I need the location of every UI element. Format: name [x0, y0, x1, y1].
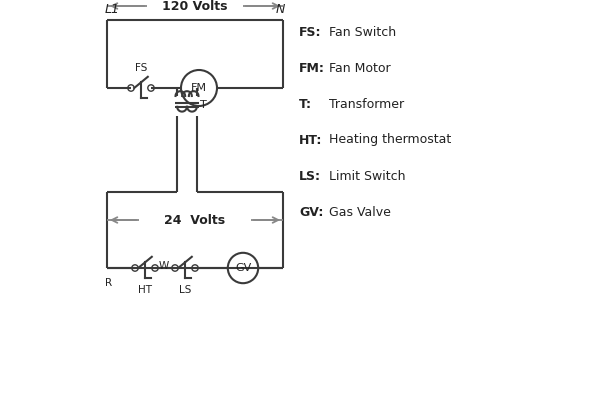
Text: T:: T:	[299, 98, 312, 110]
Text: HT:: HT:	[299, 134, 322, 146]
Text: Transformer: Transformer	[329, 98, 404, 110]
Text: Fan Switch: Fan Switch	[329, 26, 396, 38]
Text: 120 Volts: 120 Volts	[162, 0, 228, 12]
Text: T: T	[200, 100, 207, 110]
Text: FM: FM	[191, 83, 207, 93]
Text: Heating thermostat: Heating thermostat	[329, 134, 451, 146]
Text: FS:: FS:	[299, 26, 322, 38]
Text: L1: L1	[105, 3, 120, 16]
Text: R: R	[104, 278, 112, 288]
Text: GV:: GV:	[299, 206, 323, 218]
Text: GV: GV	[235, 263, 251, 273]
Text: Limit Switch: Limit Switch	[329, 170, 405, 182]
Text: LS:: LS:	[299, 170, 321, 182]
Text: LS: LS	[179, 285, 191, 295]
Text: N: N	[276, 3, 285, 16]
Text: Gas Valve: Gas Valve	[329, 206, 391, 218]
Text: W: W	[158, 261, 169, 271]
Text: 24  Volts: 24 Volts	[165, 214, 225, 226]
Text: Fan Motor: Fan Motor	[329, 62, 391, 74]
Text: FM:: FM:	[299, 62, 325, 74]
Text: FS: FS	[135, 63, 147, 73]
Text: HT: HT	[138, 285, 152, 295]
